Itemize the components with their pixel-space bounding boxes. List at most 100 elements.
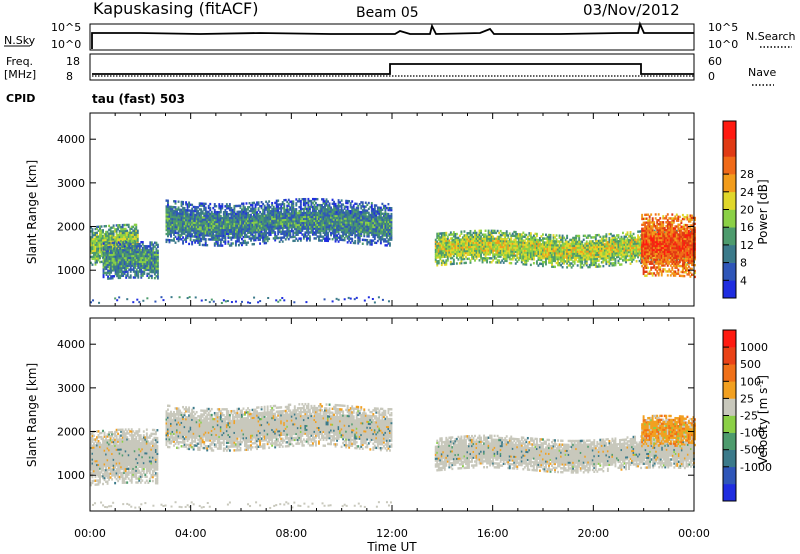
data-cell bbox=[111, 255, 114, 258]
data-cell bbox=[328, 220, 331, 223]
data-cell bbox=[129, 262, 132, 265]
data-cell bbox=[248, 205, 251, 209]
data-cell bbox=[566, 260, 569, 263]
data-cell bbox=[263, 241, 266, 245]
data-cell bbox=[131, 246, 134, 250]
data-cell bbox=[522, 253, 525, 256]
data-cell bbox=[375, 241, 378, 245]
data-cell bbox=[203, 214, 206, 217]
data-cell bbox=[468, 239, 470, 243]
data-cell bbox=[502, 233, 505, 237]
data-cell bbox=[307, 211, 310, 215]
data-cell bbox=[531, 254, 534, 257]
data-cell bbox=[552, 259, 555, 263]
data-cell bbox=[262, 214, 265, 218]
data-cell bbox=[308, 237, 311, 240]
data-cell bbox=[495, 245, 498, 248]
data-cell bbox=[292, 225, 295, 229]
data-cell bbox=[324, 206, 326, 209]
data-cell bbox=[129, 256, 132, 260]
data-cell bbox=[116, 261, 119, 264]
data-cell bbox=[516, 246, 519, 250]
data-cell bbox=[461, 238, 464, 241]
data-cell bbox=[361, 218, 364, 222]
data-cell bbox=[135, 225, 138, 229]
data-cell bbox=[132, 262, 135, 265]
data-cell bbox=[357, 238, 360, 241]
data-cell bbox=[334, 234, 337, 237]
data-cell bbox=[364, 238, 367, 242]
data-cell bbox=[330, 231, 332, 235]
data-cell bbox=[369, 217, 372, 221]
data-cell bbox=[378, 212, 381, 215]
data-cell bbox=[528, 255, 531, 259]
data-cell bbox=[138, 256, 141, 260]
data-cell bbox=[354, 239, 357, 243]
data-cell bbox=[376, 206, 379, 209]
data-cell bbox=[369, 243, 372, 246]
data-cell bbox=[194, 213, 197, 217]
data-cell bbox=[370, 217, 373, 221]
data-cell bbox=[375, 231, 378, 235]
data-cell bbox=[561, 262, 564, 265]
data-cell bbox=[213, 220, 216, 224]
data-cell bbox=[331, 232, 334, 235]
data-cell bbox=[194, 233, 197, 236]
data-cell bbox=[113, 263, 116, 266]
data-cell bbox=[545, 255, 547, 258]
data-cell bbox=[112, 224, 115, 227]
data-cell bbox=[557, 246, 560, 249]
data-cell bbox=[146, 249, 149, 252]
data-cell bbox=[209, 238, 212, 241]
data-cell bbox=[200, 212, 203, 215]
data-cell bbox=[454, 252, 457, 256]
data-cell bbox=[287, 237, 290, 241]
data-cell bbox=[231, 228, 234, 231]
data-cell bbox=[254, 221, 257, 224]
data-cell bbox=[305, 219, 308, 222]
data-cell bbox=[573, 248, 576, 251]
data-cell bbox=[384, 224, 387, 227]
data-cell bbox=[120, 237, 123, 241]
data-cell bbox=[318, 229, 320, 232]
data-cell bbox=[133, 223, 136, 227]
data-cell bbox=[384, 230, 387, 233]
data-cell bbox=[174, 241, 177, 244]
data-cell bbox=[461, 244, 464, 247]
data-cell bbox=[507, 255, 510, 259]
data-cell bbox=[495, 253, 498, 256]
data-cell bbox=[361, 213, 364, 216]
data-cell bbox=[137, 276, 140, 279]
data-cell bbox=[474, 229, 476, 233]
data-cell bbox=[201, 233, 204, 237]
data-cell bbox=[254, 232, 257, 236]
data-cell bbox=[105, 230, 108, 234]
data-cell bbox=[358, 224, 361, 227]
data-cell bbox=[372, 231, 375, 235]
data-cell bbox=[216, 214, 219, 218]
data-cell bbox=[165, 228, 168, 232]
data-cell bbox=[233, 218, 236, 222]
data-cell bbox=[567, 244, 570, 247]
data-cell bbox=[322, 217, 325, 221]
data-cell bbox=[268, 217, 271, 221]
data-cell bbox=[292, 235, 295, 239]
data-cell bbox=[296, 231, 299, 234]
data-cell bbox=[474, 251, 476, 254]
data-cell bbox=[440, 251, 443, 255]
data-cell bbox=[94, 255, 97, 258]
data-cell bbox=[189, 223, 192, 226]
data-cell bbox=[241, 218, 243, 221]
data-cell bbox=[339, 224, 342, 228]
data-cell bbox=[140, 258, 143, 262]
data-cell bbox=[135, 250, 138, 254]
data-cell bbox=[390, 230, 393, 233]
data-cell bbox=[337, 199, 340, 202]
data-cell bbox=[183, 218, 186, 222]
data-cell bbox=[523, 245, 526, 248]
data-cell bbox=[310, 205, 313, 209]
data-cell bbox=[141, 270, 144, 273]
data-cell bbox=[182, 228, 185, 231]
data-cell bbox=[91, 241, 94, 245]
data-cell bbox=[388, 224, 391, 228]
